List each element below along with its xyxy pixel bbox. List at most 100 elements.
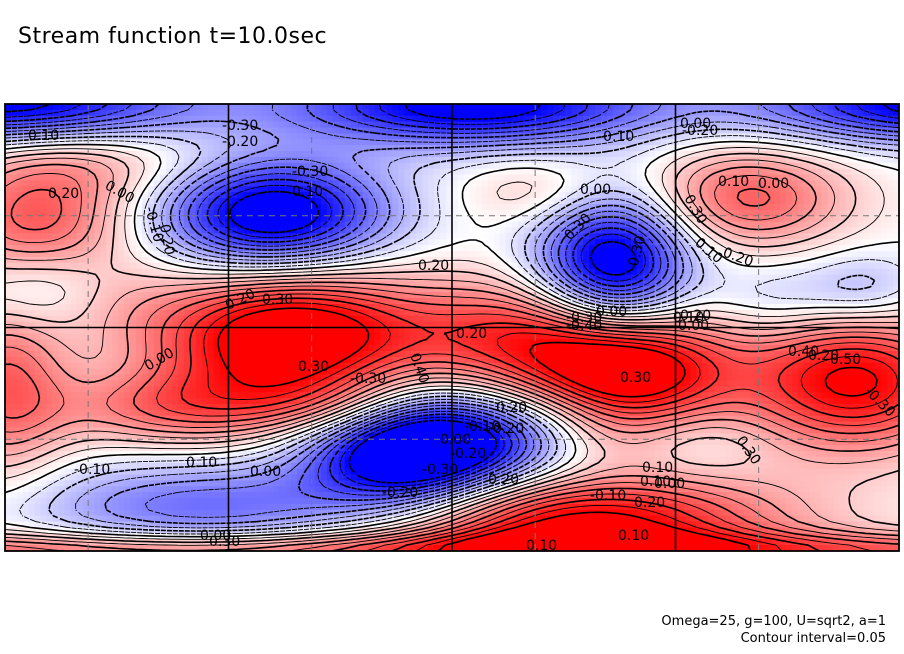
- field-cell: [642, 251, 650, 258]
- field-cell: [630, 209, 638, 217]
- field-cell: [678, 139, 686, 146]
- field-cell: [70, 168, 78, 176]
- field-cell: [595, 156, 602, 164]
- field-cell: [231, 139, 239, 146]
- field-cell: [148, 215, 155, 223]
- field-cell: [5, 298, 12, 305]
- field-cell: [183, 221, 191, 229]
- field-cell: [660, 239, 668, 246]
- field-cell: [58, 215, 66, 223]
- field-cell: [535, 174, 542, 182]
- field-cell: [279, 186, 286, 193]
- field-cell: [481, 151, 489, 158]
- field-cell: [708, 186, 715, 193]
- field-cell: [839, 262, 846, 270]
- field-cell: [606, 262, 614, 270]
- field-cell: [511, 292, 519, 299]
- field-cell: [434, 256, 441, 264]
- field-cell: [863, 198, 870, 205]
- field-cell: [750, 162, 757, 170]
- field-cell: [82, 162, 90, 170]
- field-cell: [100, 109, 107, 117]
- field-cell: [428, 251, 435, 258]
- field-cell: [46, 280, 54, 287]
- field-cell: [404, 186, 411, 193]
- field-cell: [720, 168, 727, 176]
- field-cell: [10, 280, 18, 287]
- field-cell: [291, 233, 298, 240]
- field-cell: [326, 156, 334, 164]
- field-cell: [803, 215, 811, 223]
- field-cell: [738, 192, 745, 199]
- field-cell: [636, 274, 644, 282]
- field-cell: [797, 151, 805, 158]
- field-cell: [398, 127, 405, 135]
- field-cell: [410, 139, 417, 146]
- field-cell: [326, 215, 334, 223]
- field-cell: [720, 245, 727, 252]
- field-cell: [124, 251, 131, 258]
- field-cell: [434, 109, 441, 117]
- field-cell: [100, 262, 107, 270]
- field-cell: [779, 233, 787, 240]
- field-cell: [243, 127, 250, 135]
- field-cell: [58, 221, 66, 229]
- field-cell: [338, 174, 346, 182]
- field-cell: [94, 174, 101, 182]
- field-cell: [392, 215, 399, 223]
- field-cell: [28, 121, 36, 129]
- field-cell: [523, 174, 531, 182]
- field-cell: [130, 209, 137, 217]
- field-cell: [487, 198, 495, 205]
- field-cell: [493, 227, 501, 234]
- field-cell: [708, 274, 715, 282]
- field-cell: [499, 227, 507, 234]
- field-cell: [452, 198, 459, 205]
- field-cell: [785, 186, 793, 193]
- field-cell: [881, 104, 888, 111]
- field-cell: [52, 109, 60, 117]
- field-cell: [499, 280, 507, 287]
- field-cell: [118, 156, 125, 164]
- field-cell: [696, 174, 703, 182]
- field-cell: [112, 162, 119, 170]
- field-cell: [291, 227, 298, 234]
- field-cell: [547, 262, 554, 270]
- field-cell: [303, 151, 310, 158]
- field-cell: [541, 121, 548, 129]
- field-cell: [231, 145, 239, 152]
- field-cell: [142, 239, 149, 246]
- field-cell: [291, 133, 298, 140]
- field-cell: [320, 215, 328, 223]
- field-cell: [821, 104, 829, 111]
- field-cell: [529, 221, 537, 229]
- field-cell: [517, 274, 525, 282]
- field-cell: [833, 268, 840, 276]
- field-cell: [773, 227, 781, 234]
- field-cell: [809, 192, 817, 199]
- field-cell: [52, 286, 60, 293]
- field-cell: [833, 162, 840, 170]
- field-cell: [684, 115, 691, 123]
- field-cell: [249, 139, 256, 146]
- field-cell: [773, 268, 781, 276]
- field-cell: [678, 121, 686, 129]
- field-cell: [755, 203, 763, 211]
- field-cell: [422, 180, 429, 187]
- field-cell: [52, 115, 60, 123]
- field-cell: [398, 168, 405, 176]
- field-cell: [606, 203, 614, 211]
- field-cell: [297, 239, 304, 246]
- field-cell: [5, 133, 12, 140]
- field-cell: [70, 262, 78, 270]
- field-cell: [869, 127, 876, 135]
- field-cell: [142, 192, 149, 199]
- field-cell: [22, 121, 30, 129]
- field-cell: [112, 203, 119, 211]
- field-cell: [469, 133, 477, 140]
- field-cell: [636, 156, 644, 164]
- field-cell: [487, 174, 495, 182]
- field-cell: [547, 186, 554, 193]
- field-cell: [583, 251, 590, 258]
- field-cell: [267, 262, 274, 270]
